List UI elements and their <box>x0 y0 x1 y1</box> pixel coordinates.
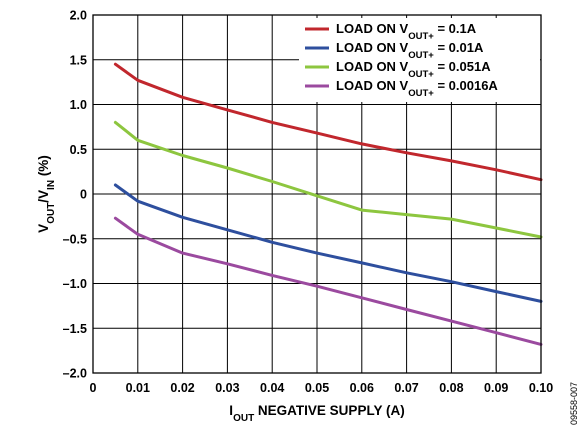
x-tick-label: 0.01 <box>126 381 150 395</box>
y-tick-label: –1.0 <box>63 277 87 291</box>
legend-label: LOAD ON VOUT+ = 0.051A <box>336 59 491 80</box>
figure-code: 09558-007 <box>569 382 579 425</box>
plot-frame <box>92 14 542 374</box>
x-tick-label: 0.10 <box>529 381 553 395</box>
x-tick-label: 0.03 <box>215 381 239 395</box>
x-tick-label: 0.05 <box>305 381 329 395</box>
y-tick-label: –0.5 <box>63 232 87 246</box>
y-tick-label: –1.5 <box>63 322 87 336</box>
series-line-3 <box>113 120 543 239</box>
x-tick-label: 0.09 <box>484 381 508 395</box>
y-tick-label: 2.0 <box>70 9 87 23</box>
legend-label: LOAD ON VOUT+ = 0.1A <box>336 21 477 42</box>
legend-label: LOAD ON VOUT+ = 0.0016A <box>336 78 498 99</box>
y-axis-label: VOUT/VIN (%) <box>36 155 57 233</box>
y-tick-label: –2.0 <box>63 367 87 381</box>
x-tick-label: 0.07 <box>394 381 418 395</box>
legend-background <box>299 18 540 102</box>
y-tick-label: 0 <box>80 188 87 202</box>
series-line-4 <box>113 216 543 346</box>
x-tick-label: 0.08 <box>439 381 463 395</box>
y-tick-label: 1.5 <box>70 53 87 67</box>
x-tick-label: 0.02 <box>170 381 194 395</box>
legend-label: LOAD ON VOUT+ = 0.01A <box>336 40 484 61</box>
series-line-1 <box>113 62 543 182</box>
x-tick-label: 0.04 <box>260 381 284 395</box>
x-tick-label: 0.06 <box>350 381 374 395</box>
y-tick-label: 1.0 <box>70 98 87 112</box>
x-tick-labels: 0 0.01 0.02 0.03 0.04 0.05 0.06 0.07 0.08 0.09 0.1… <box>90 381 554 395</box>
y-tick-labels: 2.0 1.5 1.0 0.5 0 –0.5 –1.0 –1.5 –2.0 <box>63 9 87 381</box>
series-line-2 <box>113 183 543 303</box>
y-tick-label: 0.5 <box>70 143 87 157</box>
x-axis-label: IOUT NEGATIVE SUPPLY (A) <box>229 403 404 424</box>
series-lines <box>113 62 543 346</box>
x-tick-label: 0 <box>90 381 97 395</box>
